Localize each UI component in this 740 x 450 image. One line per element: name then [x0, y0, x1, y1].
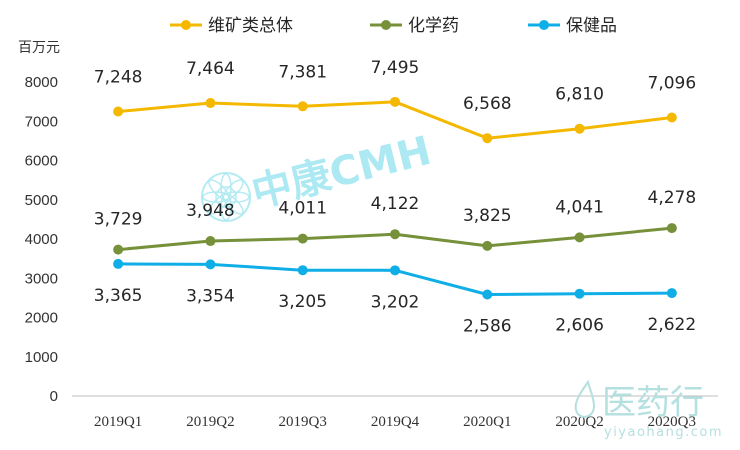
- y-tick-label: 3000: [25, 270, 58, 287]
- legend-marker: [381, 20, 391, 30]
- data-point: [666, 288, 677, 299]
- data-point: [390, 96, 400, 107]
- x-axis-ticks: 2019Q1 2019Q2 2019Q3 2019Q4 2020Q1 2020Q2 2020…: [94, 414, 696, 430]
- data-point: [574, 232, 585, 243]
- data-point: [482, 289, 493, 300]
- series-layer: [113, 96, 677, 300]
- x-tick-label: 2019Q2: [186, 414, 234, 430]
- legend-entry-label: 化学药: [408, 16, 459, 36]
- data-label: 2,606: [555, 316, 604, 336]
- data-point: [482, 240, 493, 251]
- yiyaohang-watermark-text: 医药行: [602, 383, 704, 423]
- y-tick-label: 7000: [25, 113, 58, 130]
- data-point: [297, 101, 308, 112]
- data-label: 4,011: [278, 199, 327, 219]
- flower-icon: [201, 172, 251, 222]
- data-label: 7,096: [648, 73, 697, 93]
- data-label: 3,202: [371, 292, 420, 312]
- data-point: [113, 106, 124, 117]
- legend-marker: [181, 20, 191, 30]
- y-tick-label: 6000: [25, 153, 58, 170]
- x-tick-label: 2019Q1: [94, 414, 142, 430]
- legend: 维矿类总体 化学药 保健品: [170, 16, 617, 36]
- yiyaohang-watermark-subtext: yiyaohang.com: [604, 425, 723, 440]
- data-label: 2,586: [463, 316, 512, 336]
- y-axis-unit-label: 百万元: [18, 40, 60, 56]
- data-point: [297, 265, 308, 276]
- y-tick-label: 2000: [25, 310, 58, 327]
- data-label: 4,041: [555, 197, 604, 217]
- data-point: [390, 265, 400, 276]
- yiyaohang-watermark: 医药行 yiyaohang.com: [574, 379, 723, 440]
- data-label: 6,810: [555, 85, 604, 105]
- data-label: 3,205: [278, 292, 327, 312]
- data-label: 7,464: [186, 59, 235, 79]
- data-label: 4,278: [648, 188, 697, 208]
- y-tick-label: 4000: [25, 231, 58, 248]
- data-point: [297, 233, 308, 244]
- data-point: [574, 288, 585, 299]
- data-label: 3,354: [186, 286, 235, 306]
- y-tick-label: 8000: [25, 74, 58, 91]
- y-axis-ticks: 0 1000 2000 3000 4000 5000 6000 7000 8000: [25, 74, 58, 405]
- data-labels-layer: 7,248 7,464 7,381 7,495 6,568 6,810 7,096 3,729…: [94, 58, 696, 337]
- data-label: 4,122: [371, 194, 420, 214]
- data-point: [482, 133, 493, 144]
- data-label: 6,568: [463, 94, 512, 114]
- data-point: [113, 244, 124, 255]
- x-tick-label: 2019Q4: [371, 414, 420, 430]
- series-line: [118, 100, 673, 140]
- y-tick-label: 0: [50, 388, 58, 405]
- legend-marker: [539, 20, 549, 30]
- legend-entry-label: 维矿类总体: [208, 16, 293, 36]
- data-point: [666, 112, 677, 123]
- data-label: 7,495: [371, 58, 420, 78]
- x-tick-label: 2020Q3: [648, 414, 696, 430]
- data-point: [574, 123, 585, 134]
- legend-entry-label: 保健品: [566, 16, 617, 36]
- data-label: 3,365: [94, 286, 143, 306]
- droplet-leaf-icon: [574, 379, 596, 418]
- data-label: 7,248: [94, 68, 143, 88]
- y-tick-label: 1000: [25, 349, 58, 366]
- y-tick-label: 5000: [25, 192, 58, 209]
- data-point: [113, 258, 124, 269]
- data-label: 3,825: [463, 206, 512, 226]
- data-point: [205, 259, 216, 270]
- data-point: [205, 98, 216, 109]
- x-tick-label: 2020Q1: [463, 414, 511, 430]
- data-point: [390, 229, 400, 240]
- data-point: [666, 223, 677, 234]
- data-label: 2,622: [648, 315, 697, 335]
- x-tick-label: 2020Q2: [555, 414, 603, 430]
- data-point: [205, 236, 216, 247]
- data-label: 3,948: [186, 201, 235, 221]
- data-label: 7,381: [278, 62, 327, 82]
- data-label: 3,729: [94, 210, 143, 230]
- x-tick-label: 2019Q3: [279, 414, 327, 430]
